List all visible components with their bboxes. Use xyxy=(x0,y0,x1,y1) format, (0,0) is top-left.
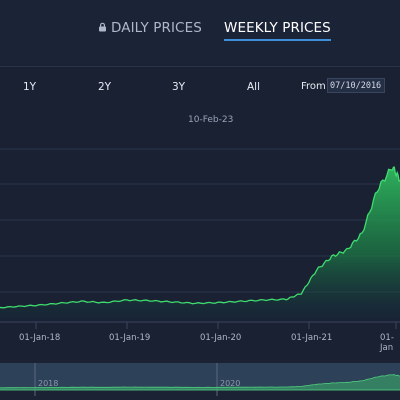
range-all-button[interactable]: All xyxy=(247,81,261,93)
range-navigator[interactable]: 2018 2020 xyxy=(0,360,400,400)
x-tick-label: 01-Jan-19 xyxy=(109,333,151,343)
x-tick-label: 01-Jan-21 xyxy=(291,333,333,343)
from-label: From xyxy=(301,81,326,92)
range-3y-button[interactable]: 3Y xyxy=(172,81,186,93)
x-ticks xyxy=(35,322,397,329)
tabs-divider xyxy=(0,66,400,67)
tab-weekly-label: WEEKLY PRICES xyxy=(224,20,331,36)
lock-icon xyxy=(99,22,106,32)
navigator-label: 2018 xyxy=(38,379,58,388)
navigator-label: 2020 xyxy=(220,379,240,388)
from-date-input[interactable]: 07/10/2016 xyxy=(327,78,385,93)
range-2y-button[interactable]: 2Y xyxy=(98,81,112,93)
navigator-area xyxy=(0,374,400,391)
price-chart[interactable] xyxy=(0,140,400,330)
price-line xyxy=(0,166,400,309)
x-tick-label: 01-Jan xyxy=(380,333,394,353)
x-tick-label: 01-Jan-18 xyxy=(19,333,61,343)
tab-weekly-prices[interactable]: WEEKLY PRICES xyxy=(224,20,331,41)
range-selector: 1Y 2Y 3Y All From 07/10/2016 xyxy=(0,70,400,106)
tab-daily-label: DAILY PRICES xyxy=(111,20,202,36)
tab-daily-prices[interactable]: DAILY PRICES xyxy=(98,20,202,36)
price-area xyxy=(0,167,400,322)
x-tick-label: 01-Jan-20 xyxy=(200,333,242,343)
hover-date-label: 10-Feb-23 xyxy=(188,115,234,125)
price-tabs: DAILY PRICES WEEKLY PRICES xyxy=(0,0,400,66)
range-1y-button[interactable]: 1Y xyxy=(23,81,37,93)
